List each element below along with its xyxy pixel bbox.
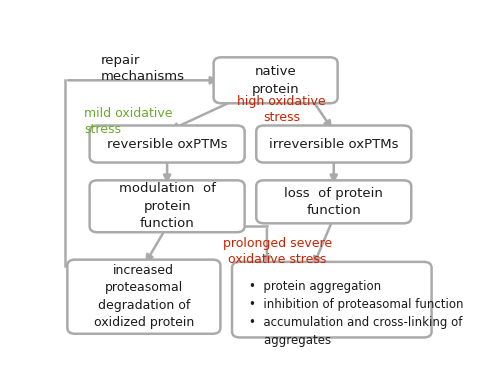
Text: increased
proteasomal
degradation of
oxidized protein: increased proteasomal degradation of oxi…: [94, 264, 194, 330]
Text: repair
mechanisms: repair mechanisms: [101, 54, 185, 83]
FancyBboxPatch shape: [90, 126, 244, 162]
Text: •  protein aggregation
•  inhibition of proteasomal function
•  accumulation and: • protein aggregation • inhibition of pr…: [250, 280, 464, 346]
Text: native
protein: native protein: [252, 65, 300, 95]
Text: prolonged severe
oxidative stress: prolonged severe oxidative stress: [223, 238, 332, 266]
FancyBboxPatch shape: [256, 180, 411, 223]
FancyBboxPatch shape: [256, 126, 411, 162]
FancyBboxPatch shape: [68, 259, 220, 334]
Text: irreversible oxPTMs: irreversible oxPTMs: [269, 137, 398, 151]
FancyBboxPatch shape: [214, 57, 338, 103]
FancyBboxPatch shape: [232, 262, 432, 338]
Text: loss  of protein
function: loss of protein function: [284, 187, 383, 217]
FancyBboxPatch shape: [90, 180, 244, 232]
Text: high oxidative
stress: high oxidative stress: [237, 95, 326, 124]
Text: modulation  of
protein
function: modulation of protein function: [118, 182, 216, 230]
Text: mild oxidative
stress: mild oxidative stress: [84, 107, 172, 136]
Text: reversible oxPTMs: reversible oxPTMs: [107, 137, 228, 151]
